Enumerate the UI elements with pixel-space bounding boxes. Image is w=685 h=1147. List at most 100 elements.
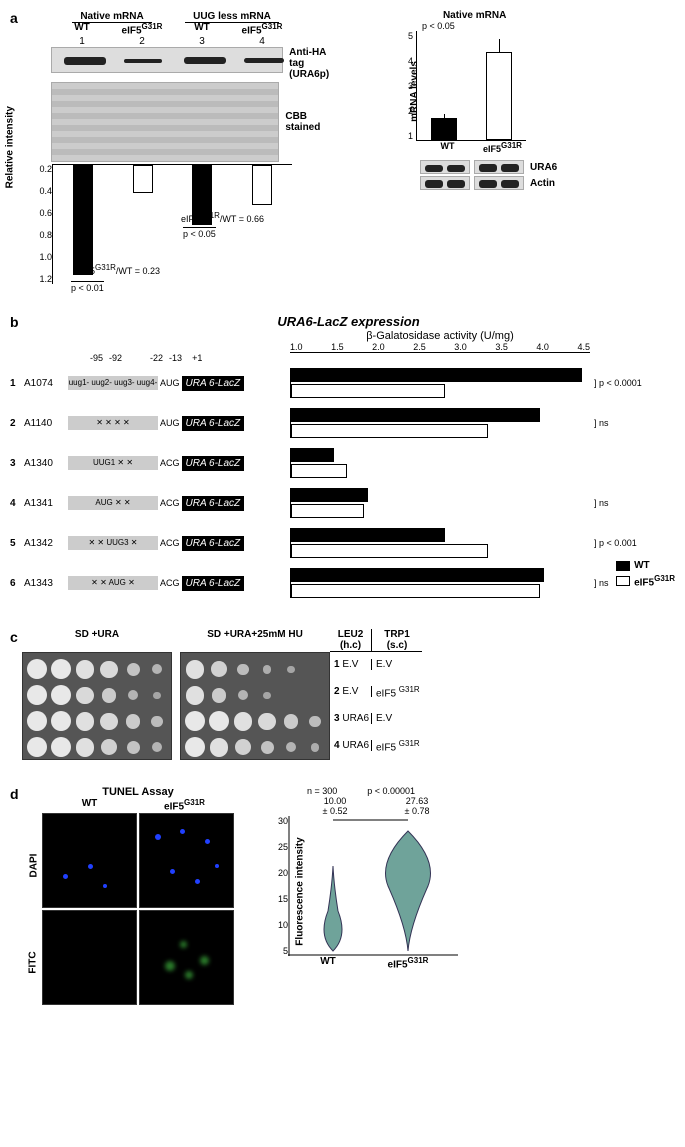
rel-int-chart: eIF5G31R/WT = 0.66 eIF5G31R/WT = 0.23 p … (52, 164, 292, 284)
colony-spot (27, 737, 47, 757)
ytick: 1.0 (39, 252, 52, 262)
rel-int-bar (73, 165, 93, 275)
bgal-bar-mut (291, 464, 347, 478)
bgal-bar-wt (291, 408, 540, 422)
colony-spot (27, 711, 47, 731)
lane3-lbl: WT (172, 22, 232, 36)
colony-spot (212, 688, 226, 702)
lane1-lbl: WT (52, 22, 112, 36)
colony-spot (27, 685, 47, 705)
construct-row: 3A1340UUG1 ✕ ✕ACGURA 6-LacZ (10, 443, 675, 483)
construct-row: 4A1341AUG ✕ ✕ACGURA 6-LacZ] ns (10, 483, 675, 523)
dapi-wt (42, 813, 137, 908)
colony-spot (284, 714, 298, 728)
colony-spot (287, 666, 294, 673)
panel-d: d TUNEL Assay WT eIF5G31R DAPI (10, 786, 675, 1004)
ytick: 0.4 (39, 186, 52, 196)
panel-b-title: URA6-LacZ expression (22, 314, 675, 330)
dapi-mut (139, 813, 234, 908)
plate1 (22, 652, 172, 760)
colony-spot (186, 660, 205, 679)
rel-int-bar (252, 165, 272, 205)
panel-a-right: Native mRNA p < 0.05 mRNA levels 54321 W… (392, 10, 557, 284)
colony-spot (51, 659, 71, 679)
colony-spot (261, 741, 274, 754)
colony-spot (186, 686, 205, 705)
bgal-bar-wt (291, 528, 445, 542)
strain-row: 4 URA6eIF5 G31R (330, 739, 432, 753)
mrna-chart (416, 31, 526, 141)
panel-c: c SD +URA SD +URA+25mM HU LEU2 (h.c) TRP… (10, 629, 675, 760)
tunel-title: TUNEL Assay (42, 786, 234, 798)
bgal-bar-mut (291, 544, 488, 558)
colony-spot (258, 713, 275, 730)
colony-spot (185, 737, 205, 757)
colony-spot (263, 692, 270, 699)
colony-spot (210, 738, 229, 757)
colony-spot (152, 664, 162, 674)
construct-row: 2A1140✕ ✕ ✕ ✕AUGURA 6-LacZ] ns (10, 403, 675, 443)
construct-row: 6A1343✕ ✕ AUG ✕ACGURA 6-LacZ] ns (10, 563, 675, 603)
bgal-bar-mut (291, 584, 540, 598)
colony-spot (127, 663, 140, 676)
rel-int-bar (133, 165, 153, 193)
bgal-bar-wt (291, 448, 334, 462)
lane2-lbl: eIF5 (122, 25, 142, 36)
panel-b: b URA6-LacZ expression β-Galatosidase ac… (10, 314, 675, 603)
fitc-wt (42, 910, 137, 1005)
blot-label1: Anti-HA tag (289, 47, 342, 69)
colony-spot (286, 742, 296, 752)
colony-spot (237, 664, 249, 676)
mrna-bar (431, 118, 457, 140)
strain-row: 1 E.VE.V (330, 659, 432, 670)
cbb-blot (51, 82, 280, 162)
ytick: 0.8 (39, 230, 52, 240)
colony-spot (238, 690, 248, 700)
violin-plot: n = 300 p < 0.00001 10.00± 0.52 27.63± 0… (264, 786, 458, 1004)
colony-spot (127, 741, 140, 754)
bgal-bar-wt (291, 568, 544, 582)
colony-spot (235, 739, 251, 755)
right-title: Native mRNA (392, 10, 557, 21)
panel-a-label: a (10, 10, 18, 26)
lane4-lbl: eIF5 (242, 25, 262, 36)
panel-b-label: b (10, 314, 19, 330)
colony-spot (263, 665, 272, 674)
bgal-bar-mut (291, 384, 445, 398)
colony-spot (51, 737, 71, 757)
colony-spot (76, 712, 95, 731)
anti-ha-blot (51, 47, 283, 73)
xaxis-label: β-Galatosidase activity (U/mg) (290, 330, 590, 342)
construct-row: 1A1074uug1- uug2- uug3- uug4-AUGURA 6-La… (10, 363, 675, 403)
col1-head: LEU2 (h.c) (330, 629, 372, 652)
tunel-images: TUNEL Assay WT eIF5G31R DAPI FITC (22, 786, 234, 1004)
bgal-bar-mut (291, 424, 488, 438)
blot-label2: (URA6p) (289, 69, 342, 80)
ytick: 0.6 (39, 208, 52, 218)
bgal-bar-wt (291, 488, 368, 502)
panel-a: a Native mRNA UUG less mRNA WT eIF5G31R … (10, 10, 675, 284)
panel-a-left: Native mRNA UUG less mRNA WT eIF5G31R WT… (22, 10, 342, 284)
colony-spot (101, 739, 117, 755)
col2-head: TRP1 (s.c) (372, 629, 422, 652)
strain-row: 3 URA6E.V (330, 713, 432, 724)
plate2-label: SD +URA+25mM HU (180, 629, 330, 652)
colony-spot (102, 688, 116, 702)
colony-spot (311, 743, 320, 752)
strain-row: 2 E.VeIF5 G31R (330, 685, 432, 699)
construct-row: 5A1342✕ ✕ UUG3 ✕ACGURA 6-LacZ] p < 0.001 (10, 523, 675, 563)
mrna-bar (486, 52, 512, 140)
colony-spot (76, 660, 95, 679)
fitc-mut (139, 910, 234, 1005)
colony-spot (51, 685, 71, 705)
plate2 (180, 652, 330, 760)
colony-spot (153, 692, 160, 699)
rel-int-ylabel: Relative intensity (5, 106, 16, 188)
colony-spot (211, 661, 227, 677)
bgal-bar-mut (291, 504, 364, 518)
colony-spot (309, 716, 321, 728)
colony-spot (76, 687, 93, 704)
colony-spot (27, 659, 47, 679)
colony-spot (51, 711, 71, 731)
colony-spot (185, 711, 205, 731)
